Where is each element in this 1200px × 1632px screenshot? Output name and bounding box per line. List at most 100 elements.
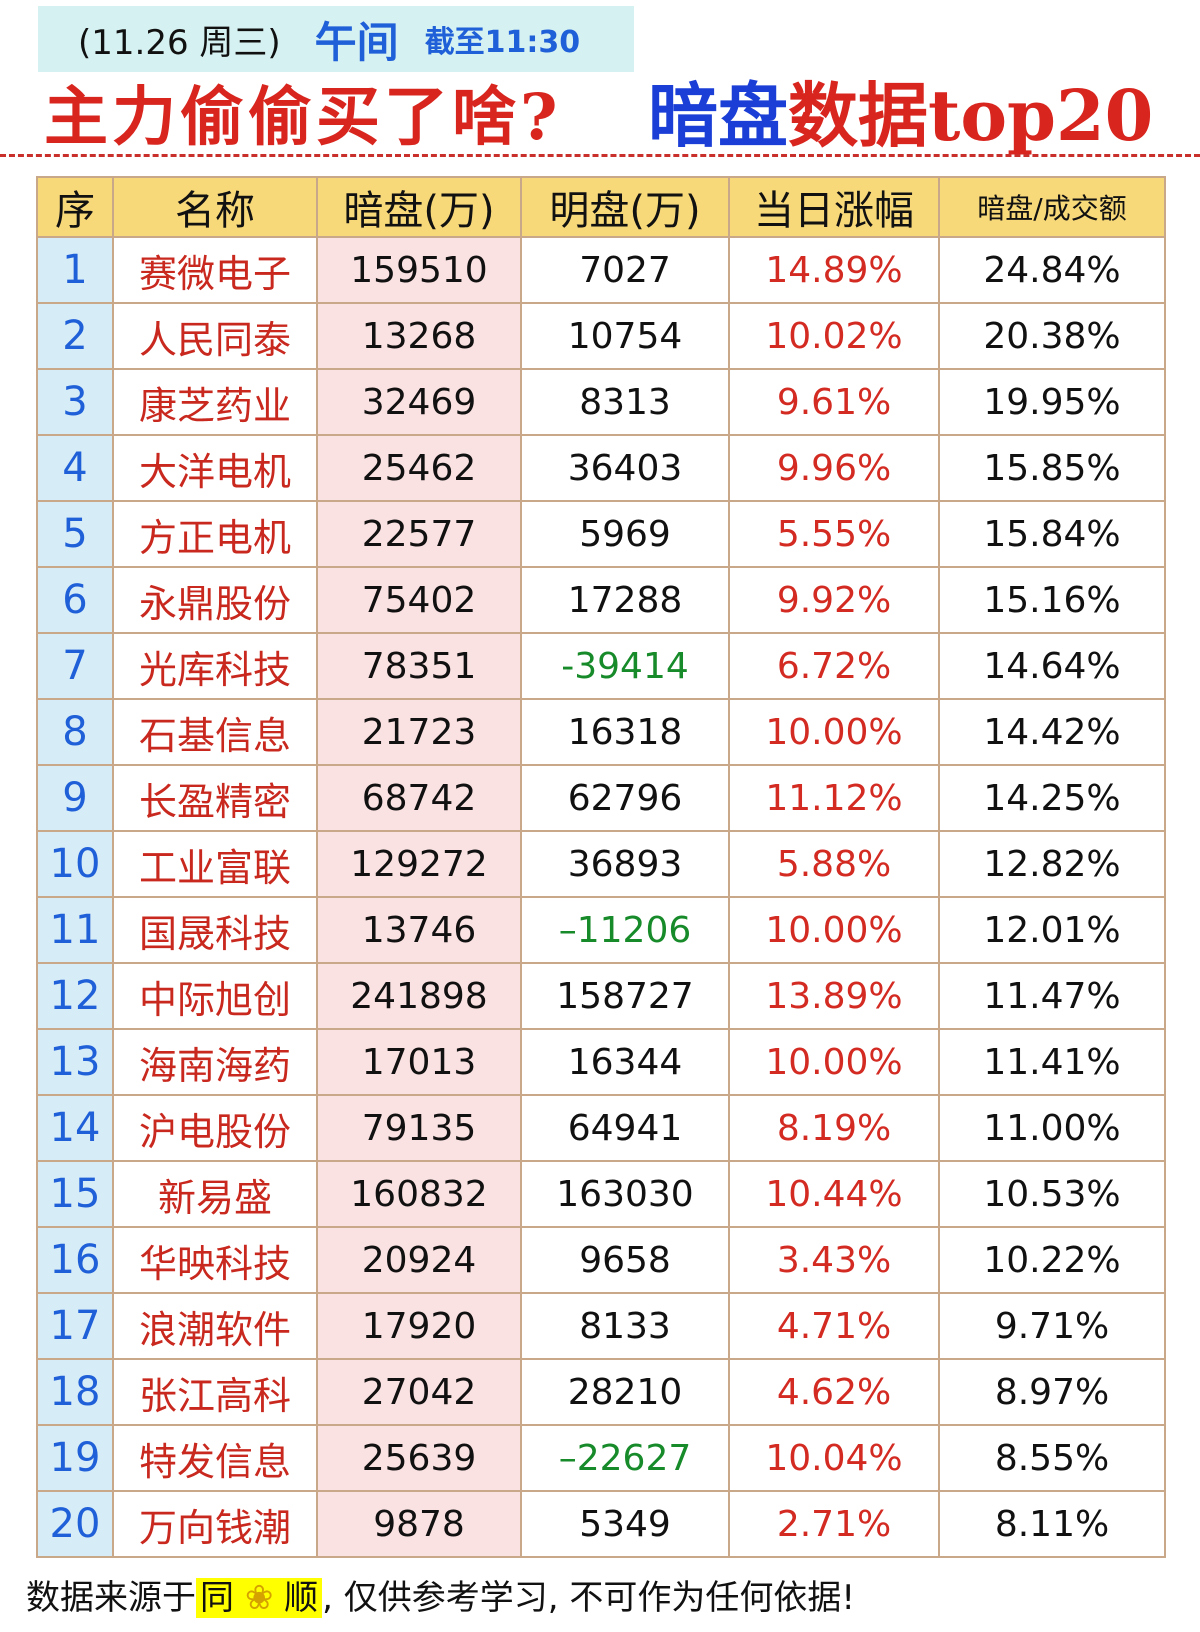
dark-pool-value: 25639: [316, 1424, 522, 1492]
stock-name: 方正电机: [112, 500, 318, 568]
stock-name: 海南海药: [112, 1028, 318, 1096]
daily-change: 2.71%: [728, 1490, 940, 1558]
dark-pool-value: 17013: [316, 1028, 522, 1096]
dark-pool-value: 32469: [316, 368, 522, 436]
stock-name: 特发信息: [112, 1424, 318, 1492]
main-title-left: 主力偷偷买了啥?: [44, 80, 562, 155]
row-index: 10: [36, 830, 114, 898]
daily-change: 4.62%: [728, 1358, 940, 1426]
daily-change: 8.19%: [728, 1094, 940, 1162]
stock-name: 国晟科技: [112, 896, 318, 964]
table-row: 8 石基信息 21723 16318 10.00% 14.42%: [36, 698, 1166, 766]
cutoff-label: 截至11:30: [424, 25, 581, 60]
dark-pool-value: 78351: [316, 632, 522, 700]
open-market-value: 62796: [520, 764, 730, 832]
footer-disclaimer: 数据来源于同 ❀ 顺, 仅供参考学习, 不可作为任何依据!: [26, 1570, 855, 1619]
dark-pool-value: 17920: [316, 1292, 522, 1360]
dark-pool-ratio: 15.16%: [938, 566, 1166, 634]
period-label: 午间: [314, 17, 399, 67]
dark-pool-value: 68742: [316, 764, 522, 832]
footer-prefix: 数据来源于: [26, 1578, 196, 1618]
main-title-right: 暗盘数据top20: [648, 74, 1153, 158]
open-market-value: 9658: [520, 1226, 730, 1294]
dark-pool-value: 159510: [316, 236, 522, 304]
table-row: 1 赛微电子 159510 7027 14.89% 24.84%: [36, 236, 1166, 304]
dark-pool-value: 13268: [316, 302, 522, 370]
open-market-value: 36893: [520, 830, 730, 898]
dark-pool-ratio: 11.00%: [938, 1094, 1166, 1162]
daily-change: 5.88%: [728, 830, 940, 898]
date-label: (11.26 周三): [78, 22, 281, 63]
stock-name: 中际旭创: [112, 962, 318, 1030]
daily-change: 10.00%: [728, 896, 940, 964]
dark-pool-value: 27042: [316, 1358, 522, 1426]
stock-name: 新易盛: [112, 1160, 318, 1228]
row-index: 8: [36, 698, 114, 766]
daily-change: 4.71%: [728, 1292, 940, 1360]
flower-icon: ❀: [244, 1578, 274, 1618]
row-index: 6: [36, 566, 114, 634]
open-market-value: 8133: [520, 1292, 730, 1360]
row-index: 19: [36, 1424, 114, 1492]
table-row: 5 方正电机 22577 5969 5.55% 15.84%: [36, 500, 1166, 568]
daily-change: 9.61%: [728, 368, 940, 436]
header-dark-pool: 暗盘(万): [316, 176, 522, 238]
daily-change: 10.02%: [728, 302, 940, 370]
open-market-value: 16344: [520, 1028, 730, 1096]
dark-pool-ratio: 19.95%: [938, 368, 1166, 436]
row-index: 18: [36, 1358, 114, 1426]
dark-pool-ratio: 15.84%: [938, 500, 1166, 568]
daily-change: 10.00%: [728, 1028, 940, 1096]
daily-change: 9.92%: [728, 566, 940, 634]
table-row: 19 特发信息 25639 –22627 10.04% 8.55%: [36, 1424, 1166, 1492]
open-market-value: 28210: [520, 1358, 730, 1426]
stock-name: 长盈精密: [112, 764, 318, 832]
dark-pool-ratio: 20.38%: [938, 302, 1166, 370]
dark-pool-value: 20924: [316, 1226, 522, 1294]
stock-name: 永鼎股份: [112, 566, 318, 634]
row-index: 1: [36, 236, 114, 304]
brand-part-2: 顺: [284, 1578, 319, 1618]
stock-name: 康芝药业: [112, 368, 318, 436]
dark-pool-ratio: 14.42%: [938, 698, 1166, 766]
stock-name: 大洋电机: [112, 434, 318, 502]
header-open-market: 明盘(万): [520, 176, 730, 238]
dark-pool-value: 160832: [316, 1160, 522, 1228]
footer-suffix: , 仅供参考学习, 不可作为任何依据!: [322, 1578, 855, 1618]
dark-pool-ratio: 8.11%: [938, 1490, 1166, 1558]
table-row: 7 光库科技 78351 -39414 6.72% 14.64%: [36, 632, 1166, 700]
dark-pool-ratio: 11.41%: [938, 1028, 1166, 1096]
stock-name: 张江高科: [112, 1358, 318, 1426]
open-market-value: 7027: [520, 236, 730, 304]
header-index: 序: [36, 176, 114, 238]
open-market-value: –11206: [520, 896, 730, 964]
table-row: 18 张江高科 27042 28210 4.62% 8.97%: [36, 1358, 1166, 1426]
row-index: 7: [36, 632, 114, 700]
row-index: 5: [36, 500, 114, 568]
open-market-value: 17288: [520, 566, 730, 634]
dark-pool-ratio: 12.82%: [938, 830, 1166, 898]
title-dark-pool: 暗盘: [648, 74, 788, 157]
stock-name: 万向钱潮: [112, 1490, 318, 1558]
open-market-value: 64941: [520, 1094, 730, 1162]
table-row: 14 沪电股份 79135 64941 8.19% 11.00%: [36, 1094, 1166, 1162]
row-index: 20: [36, 1490, 114, 1558]
dark-pool-ratio: 12.01%: [938, 896, 1166, 964]
footer-brand: 同 ❀ 顺: [196, 1578, 323, 1618]
dark-pool-table: 序 名称 暗盘(万) 明盘(万) 当日涨幅 暗盘/成交额 1 赛微电子 159510…: [36, 176, 1166, 1558]
title-data-top20: 数据top20: [788, 74, 1154, 157]
row-index: 13: [36, 1028, 114, 1096]
dark-pool-value: 25462: [316, 434, 522, 502]
dark-pool-value: 129272: [316, 830, 522, 898]
header-ratio: 暗盘/成交额: [938, 176, 1166, 238]
table-row: 16 华映科技 20924 9658 3.43% 10.22%: [36, 1226, 1166, 1294]
dark-pool-value: 79135: [316, 1094, 522, 1162]
daily-change: 9.96%: [728, 434, 940, 502]
daily-change: 13.89%: [728, 962, 940, 1030]
dark-pool-ratio: 10.53%: [938, 1160, 1166, 1228]
table-row: 17 浪潮软件 17920 8133 4.71% 9.71%: [36, 1292, 1166, 1360]
row-index: 3: [36, 368, 114, 436]
table-header-row: 序 名称 暗盘(万) 明盘(万) 当日涨幅 暗盘/成交额: [36, 176, 1166, 238]
stock-name: 华映科技: [112, 1226, 318, 1294]
daily-change: 10.00%: [728, 698, 940, 766]
